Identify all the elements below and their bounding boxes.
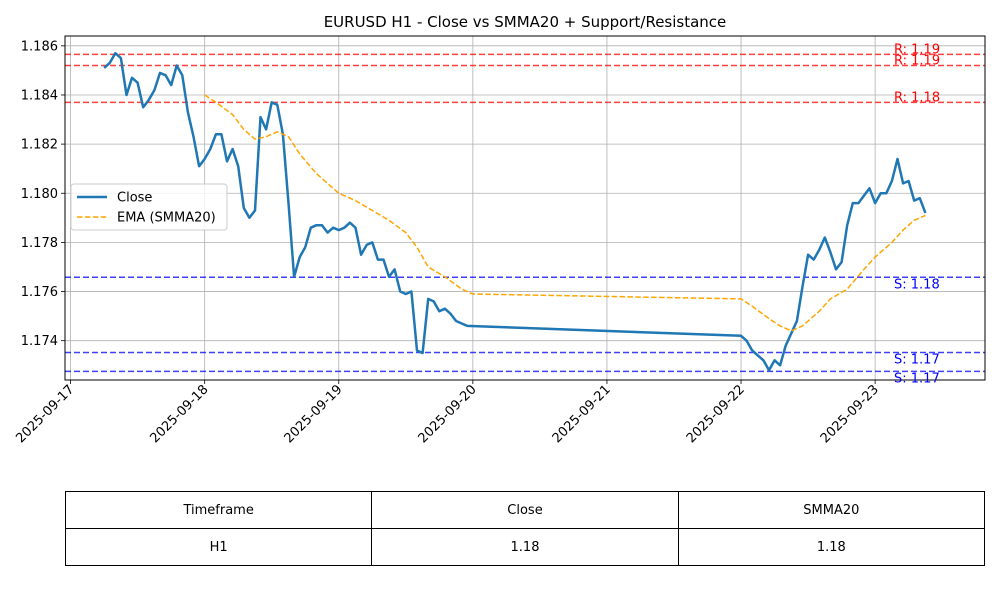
table-header-cell: Close	[371, 491, 679, 529]
y-axis: 1.174 1.176 1.178 1.180 1.182 1.184 1.186	[21, 39, 65, 349]
resistance-level-label: R: 1.18	[894, 90, 940, 105]
legend-box	[70, 183, 228, 231]
y-tick-label: 1.182	[21, 138, 58, 153]
x-tick-label: 2025-09-21	[550, 382, 614, 446]
y-tick-label: 1.174	[21, 334, 58, 349]
support-level-label: S: 1.17	[894, 352, 940, 367]
x-tick-label: 2025-09-23	[818, 382, 882, 446]
level-labels: R: 1.19R: 1.19 R: 1.18 S: 1.18 S: 1.17 S: 1.…	[894, 42, 940, 386]
x-axis: 2025-09-17 2025-09-18 2025-09-19 2025-09-20…	[13, 380, 882, 446]
table-cell: 1.18	[371, 528, 679, 566]
y-tick-label: 1.180	[21, 187, 58, 202]
close-price-line	[103, 51, 927, 372]
table-header-cell: Timeframe	[64, 491, 373, 529]
legend: Close EMA (SMMA20)	[70, 183, 228, 231]
x-tick-label: 2025-09-22	[684, 382, 748, 446]
table-header-cell: SMMA20	[677, 491, 986, 529]
series-lines	[103, 51, 927, 372]
resistance-level-label: R: 1.19	[894, 53, 940, 68]
y-tick-label: 1.186	[21, 39, 58, 54]
x-tick-label: 2025-09-20	[416, 382, 480, 446]
y-tick-label: 1.184	[21, 88, 58, 103]
table-header-row: Timeframe Close SMMA20	[64, 491, 986, 529]
x-tick-label: 2025-09-17	[13, 382, 77, 446]
table-cell: 1.18	[677, 528, 986, 566]
plot-frame	[64, 35, 986, 381]
legend-close-label: Close	[117, 191, 152, 206]
resistance-level-label: R: 1.19	[894, 42, 940, 57]
support-resistance-levels	[65, 53, 985, 373]
grid	[65, 36, 985, 380]
y-tick-label: 1.178	[21, 236, 58, 251]
smma20-line	[204, 94, 926, 332]
x-tick-label: 2025-09-18	[147, 382, 211, 446]
legend-smma-label: EMA (SMMA20)	[117, 211, 216, 226]
y-tick-label: 1.176	[21, 285, 58, 300]
support-level-label: S: 1.17	[894, 371, 940, 386]
table-cell: H1	[64, 528, 373, 566]
table-row: H1 1.18 1.18	[64, 528, 986, 566]
chart-title: EURUSD H1 - Close vs SMMA20 + Support/Re…	[324, 13, 727, 31]
support-level-label: S: 1.18	[894, 277, 940, 292]
x-tick-label: 2025-09-19	[282, 382, 346, 446]
summary-table: Timeframe Close SMMA20 H1 1.18 1.18	[64, 491, 986, 566]
